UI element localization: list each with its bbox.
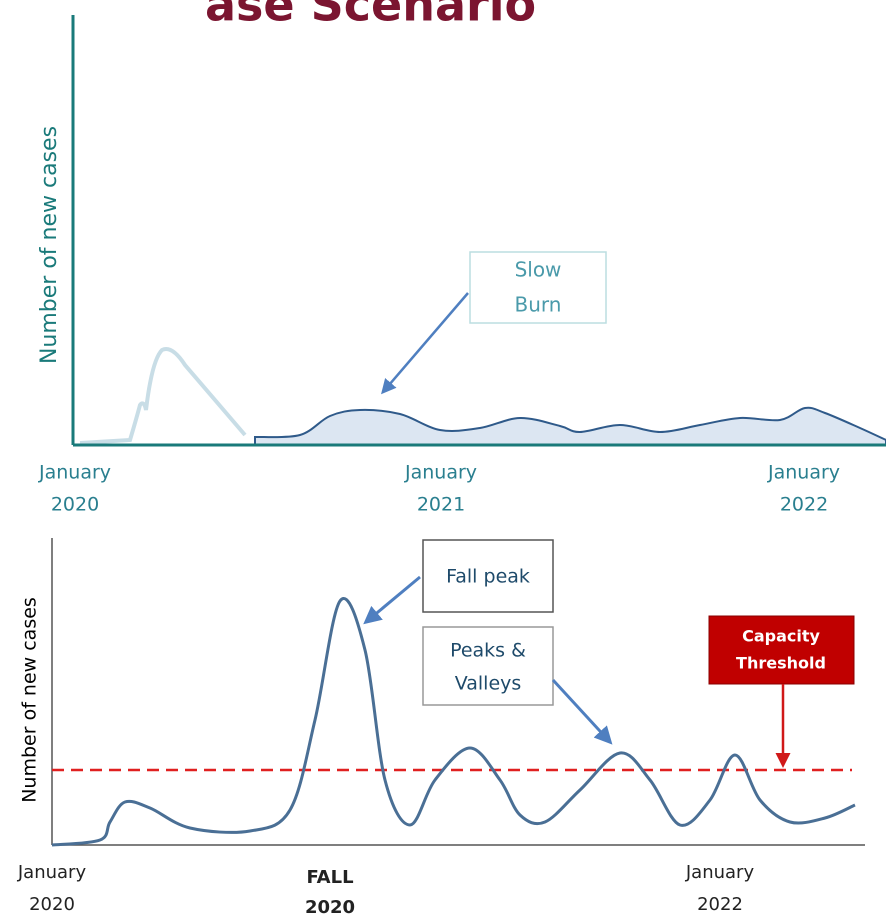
early-curve [79, 347, 247, 445]
x-label: 2022 [697, 894, 743, 915]
callout: Capacity [742, 627, 820, 646]
x-label: FALL [306, 867, 353, 888]
y-label: Number of new cases [37, 126, 62, 364]
y-label: Number of new cases [19, 597, 41, 803]
x-label: January [685, 862, 755, 883]
callout-box [708, 615, 855, 685]
x-label: 2020 [51, 494, 99, 516]
x-label: 2020 [29, 894, 75, 915]
callout-box [422, 539, 554, 613]
x-label: January [404, 462, 477, 484]
x-label: January [38, 462, 111, 484]
callout: Threshold [736, 654, 826, 673]
callout-box [469, 251, 607, 324]
callout: Valleys [455, 673, 522, 695]
callout: Slow [515, 258, 562, 282]
x-label: 2022 [780, 494, 828, 516]
arrow [381, 292, 469, 395]
callout: Burn [515, 293, 562, 317]
slow-burn-area [254, 406, 886, 446]
callout: Peaks & [450, 640, 526, 662]
x-label: 2021 [417, 494, 465, 516]
x-label: January [17, 862, 87, 883]
cases-curve [51, 597, 856, 847]
callout: Fall peak [446, 566, 530, 588]
callout-box [422, 626, 554, 706]
arrow [551, 678, 613, 745]
arrow [363, 575, 421, 625]
title: ase Scenario [205, 0, 536, 32]
x-label: 2020 [305, 897, 355, 915]
x-label: January [767, 462, 840, 484]
